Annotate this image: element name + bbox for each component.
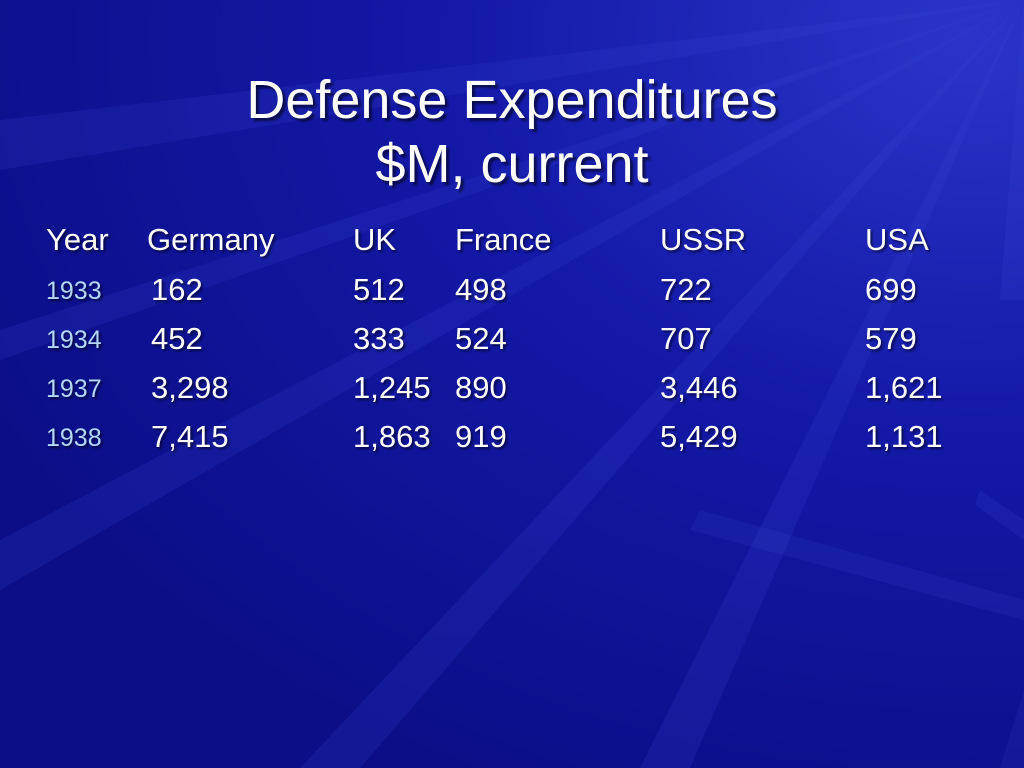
cell-ussr: 722 — [660, 272, 712, 307]
cell-usa: 699 — [865, 272, 917, 307]
cell-uk: 512 — [353, 272, 405, 307]
cell-france: 890 — [455, 370, 507, 405]
header-usa: USA — [865, 222, 929, 257]
row-year: 1934 — [46, 326, 102, 354]
cell-germany: 3,298 — [151, 370, 229, 405]
cell-germany: 7,415 — [151, 419, 229, 454]
header-year: Year — [46, 222, 109, 257]
row-year: 1933 — [46, 277, 102, 305]
cell-france: 524 — [455, 321, 507, 356]
cell-ussr: 5,429 — [660, 419, 738, 454]
cell-uk: 1,863 — [353, 419, 431, 454]
cell-ussr: 707 — [660, 321, 712, 356]
cell-usa: 1,621 — [865, 370, 943, 405]
cell-usa: 1,131 — [865, 419, 943, 454]
cell-ussr: 3,446 — [660, 370, 738, 405]
row-year: 1937 — [46, 375, 102, 403]
title-line-1: Defense Expenditures — [246, 70, 778, 130]
cell-france: 498 — [455, 272, 507, 307]
cell-france: 919 — [455, 419, 507, 454]
slide-title: Defense Expenditures $M, current — [0, 68, 1024, 196]
header-france: France — [455, 222, 552, 257]
header-ussr: USSR — [660, 222, 747, 257]
cell-usa: 579 — [865, 321, 917, 356]
title-line-2: $M, current — [375, 134, 649, 194]
header-uk: UK — [353, 222, 397, 257]
row-year: 1938 — [46, 424, 102, 452]
cell-uk: 333 — [353, 321, 405, 356]
cell-germany: 162 — [151, 272, 203, 307]
cell-germany: 452 — [151, 321, 203, 356]
header-germany: Germany — [147, 222, 275, 257]
cell-uk: 1,245 — [353, 370, 431, 405]
